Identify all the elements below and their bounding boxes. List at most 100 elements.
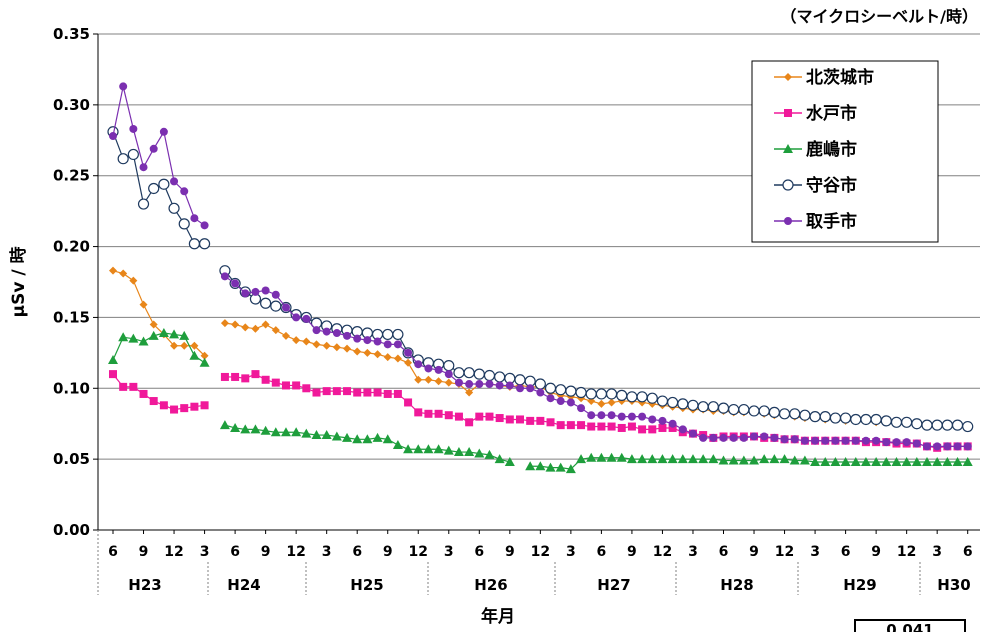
- data-point: [485, 380, 494, 389]
- x-tick-label: 6: [352, 544, 362, 560]
- data-point: [546, 418, 555, 427]
- series-line: [112, 86, 205, 226]
- data-point: [535, 461, 546, 471]
- data-point: [536, 388, 545, 397]
- data-point: [169, 329, 180, 339]
- data-point: [850, 456, 861, 466]
- data-point: [739, 433, 748, 442]
- data-point: [119, 269, 128, 278]
- data-point: [362, 434, 373, 444]
- data-point: [555, 384, 567, 396]
- data-point: [261, 286, 270, 295]
- data-point: [494, 371, 506, 383]
- data-point: [271, 378, 280, 387]
- x-tick-label: 9: [749, 544, 759, 560]
- data-point: [363, 348, 372, 357]
- data-point: [881, 456, 892, 466]
- data-point: [597, 399, 606, 408]
- data-point: [526, 416, 535, 425]
- data-point: [850, 413, 862, 426]
- data-point: [281, 331, 290, 340]
- data-point: [922, 456, 932, 466]
- data-point: [231, 372, 240, 381]
- data-point: [952, 456, 963, 466]
- data-point: [872, 436, 881, 445]
- data-point: [648, 425, 657, 434]
- data-point: [891, 456, 902, 466]
- data-point: [901, 416, 913, 428]
- x-tick-label: 3: [200, 544, 210, 560]
- data-point: [465, 388, 474, 397]
- data-point: [587, 422, 596, 431]
- data-point: [962, 456, 973, 466]
- data-point: [882, 438, 891, 447]
- y-tick-label: 0.00: [53, 521, 90, 539]
- data-point: [790, 435, 799, 444]
- data-point: [280, 427, 291, 437]
- data-point: [505, 415, 514, 424]
- data-point: [626, 391, 638, 403]
- data-point: [656, 395, 669, 407]
- data-point: [270, 427, 281, 437]
- data-point: [178, 218, 190, 230]
- data-point: [953, 442, 962, 451]
- data-point: [829, 412, 842, 424]
- data-point: [372, 432, 383, 442]
- x-tick-label: 6: [963, 544, 973, 560]
- data-point: [942, 456, 953, 466]
- data-point: [343, 331, 352, 340]
- data-point: [516, 415, 524, 424]
- data-point: [180, 341, 189, 350]
- data-point: [495, 414, 504, 423]
- data-point: [697, 401, 709, 413]
- data-point: [534, 378, 546, 390]
- data-point: [149, 397, 158, 406]
- data-point: [271, 290, 280, 299]
- data-point: [729, 433, 738, 442]
- data-point: [943, 442, 952, 451]
- data-point: [414, 360, 423, 369]
- x-tick-label: 6: [719, 544, 729, 560]
- legend-swatch-marker: [784, 73, 792, 81]
- data-point: [738, 455, 749, 465]
- data-point: [404, 398, 413, 407]
- data-point: [495, 381, 504, 390]
- year-label: H23: [128, 576, 161, 594]
- data-point: [464, 447, 475, 457]
- data-point: [799, 455, 810, 465]
- data-point: [168, 202, 180, 214]
- data-point: [738, 403, 750, 416]
- data-point: [668, 419, 677, 428]
- data-point: [129, 276, 138, 285]
- x-tick-label: 12: [653, 544, 672, 560]
- data-point: [586, 452, 597, 462]
- data-point: [587, 411, 596, 420]
- year-label: H27: [597, 576, 630, 594]
- data-point: [281, 381, 290, 390]
- data-point: [708, 454, 719, 464]
- data-point: [424, 375, 433, 384]
- data-point: [728, 403, 740, 416]
- data-point: [342, 432, 353, 442]
- x-tick-label: 12: [775, 544, 794, 560]
- data-point: [951, 419, 964, 431]
- data-point: [779, 454, 790, 464]
- data-point: [343, 344, 352, 353]
- data-point: [545, 462, 556, 472]
- data-point: [423, 444, 434, 454]
- legend-swatch-marker: [784, 217, 792, 225]
- data-point: [332, 387, 341, 396]
- data-point: [789, 408, 801, 420]
- data-point: [830, 456, 841, 466]
- data-point: [444, 370, 453, 379]
- data-point: [363, 336, 372, 345]
- data-point: [200, 221, 209, 230]
- year-label: H30: [937, 576, 970, 594]
- data-point: [302, 384, 311, 393]
- legend-item: 取手市: [774, 211, 857, 232]
- legend-item: 守谷市: [774, 175, 857, 196]
- data-point: [566, 398, 575, 407]
- data-point: [962, 420, 974, 433]
- data-point: [200, 351, 209, 360]
- data-point: [433, 444, 444, 454]
